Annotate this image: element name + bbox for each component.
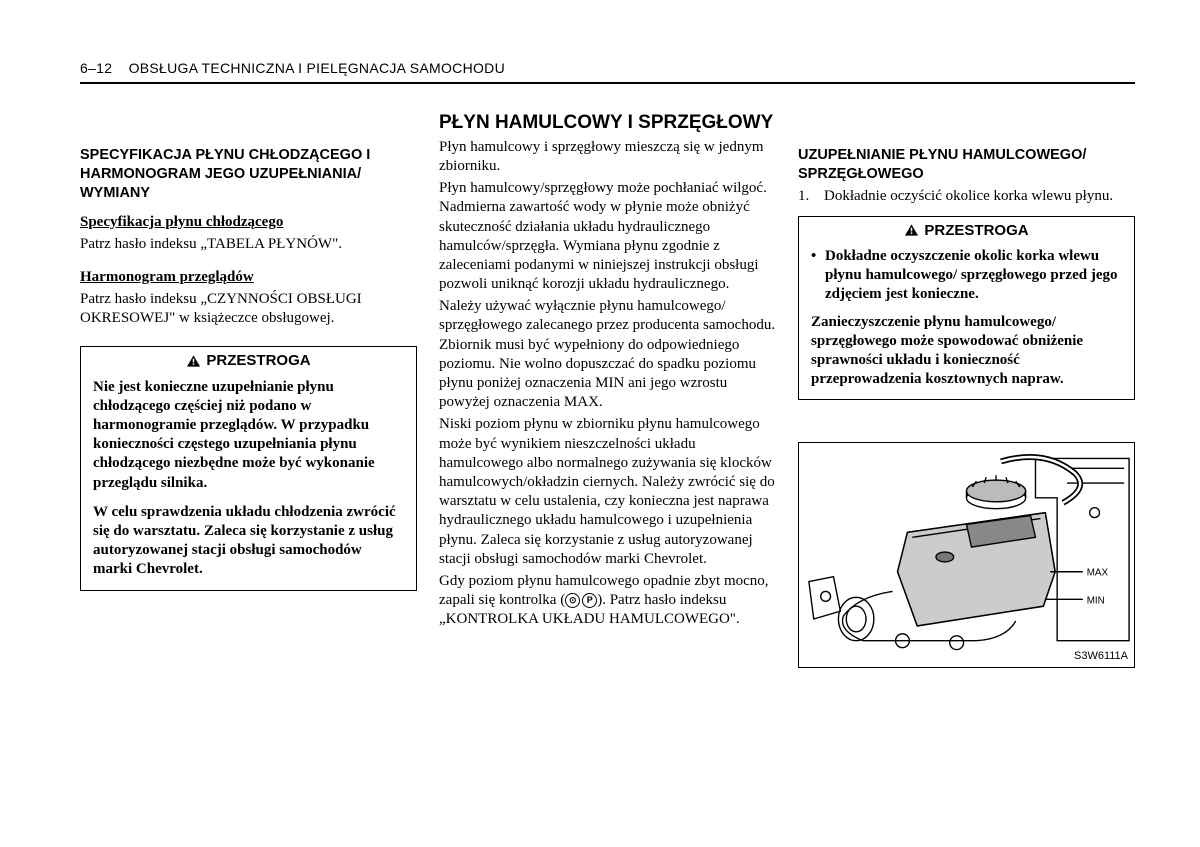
step-1-text: Dokładnie oczyścić okolice korka wlewu p… <box>824 187 1113 206</box>
header-rule <box>80 82 1135 84</box>
col1-sub1: Specyfikacja płynu chłodzącego <box>80 213 417 232</box>
parking-indicator-icon: P <box>582 593 597 608</box>
caution-body-1: Nie jest konieczne uzupełnianie płynu ch… <box>81 374 416 590</box>
col2-title: PŁYN HAMULCOWY I SPRZĘGŁOWY <box>439 112 776 135</box>
col1-sub2: Harmonogram przeglądów <box>80 268 417 287</box>
caution-body-2: Dokładne oczyszczenie okolic korka wlewu… <box>799 243 1134 399</box>
figure-code: S3W6111A <box>1074 649 1128 663</box>
col1-title: SPECYFIKACJA PŁYNU CHŁODZĄCEGO I HARMONO… <box>80 146 417 203</box>
warning-icon <box>186 354 201 368</box>
column-3: UZUPEŁNIANIE PŁYNU HAMULCOWEGO/ SPRZĘGŁO… <box>798 112 1135 668</box>
caution-label-1: PRZESTROGA <box>206 351 310 370</box>
col1-p1: Patrz hasło indeksu „TABELA PŁYNÓW". <box>80 235 417 254</box>
caution-title-2: PRZESTROGA <box>799 217 1134 243</box>
indicator-icons: ⊙P <box>565 593 597 608</box>
caution-box-1: PRZESTROGA Nie jest konieczne uzupełnian… <box>80 346 417 590</box>
caution2-li: Dokładne oczyszczenie okolic korka wlewu… <box>811 247 1122 305</box>
brake-indicator-icon: ⊙ <box>565 593 580 608</box>
reservoir-illustration: MAX MIN <box>799 443 1134 667</box>
col2-p2: Płyn hamulcowy/sprzęgłowy może pochłania… <box>439 179 776 294</box>
caution1-p2: W celu sprawdzenia układu chłodzenia zwr… <box>93 503 404 580</box>
column-2: PŁYN HAMULCOWY I SPRZĘGŁOWY Płyn hamulco… <box>439 112 776 668</box>
warning-icon <box>904 223 919 237</box>
caution-title-1: PRZESTROGA <box>81 347 416 373</box>
caution1-p1: Nie jest konieczne uzupełnianie płynu ch… <box>93 378 404 493</box>
page-header: 6–12 OBSŁUGA TECHNICZNA I PIELĘGNACJA SA… <box>80 60 1135 76</box>
caution-label-2: PRZESTROGA <box>924 221 1028 240</box>
page-number: 6–12 <box>80 60 112 76</box>
col2-p1: Płyn hamulcowy i sprzęgłowy mieszczą się… <box>439 138 776 176</box>
col3-title: UZUPEŁNIANIE PŁYNU HAMULCOWEGO/ SPRZĘGŁO… <box>798 146 1135 184</box>
content-columns: SPECYFIKACJA PŁYNU CHŁODZĄCEGO I HARMONO… <box>80 112 1135 668</box>
chapter-title: OBSŁUGA TECHNICZNA I PIELĘGNACJA SAMOCHO… <box>129 60 505 76</box>
caution-box-2: PRZESTROGA Dokładne oczyszczenie okolic … <box>798 216 1135 401</box>
column-1: SPECYFIKACJA PŁYNU CHŁODZĄCEGO I HARMONO… <box>80 112 417 668</box>
col2-p3: Należy używać wyłącznie płynu hamulcoweg… <box>439 297 776 412</box>
col2-p4: Niski poziom płynu w zbiorniku płynu ham… <box>439 415 776 569</box>
fig-min-label: MIN <box>1087 596 1105 607</box>
caution2-p: Zanieczyszczenie płynu hamulcowego/ sprz… <box>811 313 1122 390</box>
col1-p2: Patrz hasło indeksu „CZYNNOŚCI OBSŁUGI O… <box>80 290 417 328</box>
step-1: 1. Dokładnie oczyścić okolice korka wlew… <box>798 187 1135 206</box>
col2-p5: Gdy poziom płynu hamulcowego opadnie zby… <box>439 572 776 630</box>
fig-max-label: MAX <box>1087 568 1109 579</box>
brake-reservoir-figure: MAX MIN S3W6111A <box>798 442 1135 668</box>
step-1-num: 1. <box>798 187 816 206</box>
